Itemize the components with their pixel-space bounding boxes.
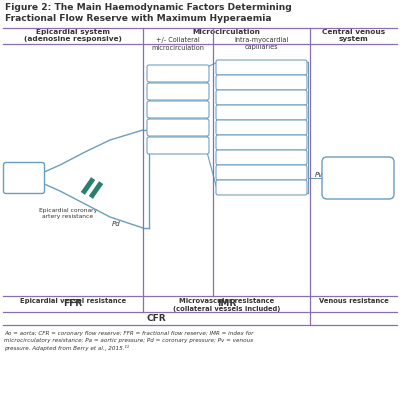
FancyBboxPatch shape [147,83,209,100]
Text: Intra-myocardial
capillaries: Intra-myocardial capillaries [234,37,289,50]
Text: Microcirculation: Microcirculation [192,29,260,35]
FancyBboxPatch shape [322,157,394,199]
Text: Microvascular resistance
(collateral vessels included): Microvascular resistance (collateral ves… [173,298,280,312]
Text: Epicardial system
(adenosine responsive): Epicardial system (adenosine responsive) [24,29,122,42]
FancyBboxPatch shape [147,119,209,136]
FancyBboxPatch shape [147,101,209,118]
Text: Right
Atrium: Right Atrium [343,168,373,188]
FancyBboxPatch shape [4,162,44,194]
FancyBboxPatch shape [216,150,307,165]
Text: Pv: Pv [315,172,323,178]
FancyBboxPatch shape [147,65,209,82]
Text: Figure 2: The Main Haemodynamic Factors Determining
Fractional Flow Reserve with: Figure 2: The Main Haemodynamic Factors … [5,3,292,24]
Text: Central venous
system: Central venous system [322,29,385,42]
Text: CFR: CFR [147,314,166,323]
FancyBboxPatch shape [216,120,307,135]
FancyBboxPatch shape [216,105,307,120]
Polygon shape [81,177,95,195]
Text: Pd: Pd [112,221,121,227]
Polygon shape [89,181,103,199]
FancyBboxPatch shape [216,135,307,150]
Text: Venous resistance: Venous resistance [319,298,388,304]
Text: IMR: IMR [217,300,236,308]
FancyBboxPatch shape [216,90,307,105]
Text: Epicardial vessel resistance: Epicardial vessel resistance [20,298,126,304]
Text: FFR: FFR [64,300,82,308]
FancyBboxPatch shape [216,75,307,90]
FancyBboxPatch shape [216,180,307,195]
Text: +/- Collateral
microcirculation: +/- Collateral microcirculation [152,37,204,50]
FancyBboxPatch shape [216,165,307,180]
FancyBboxPatch shape [216,60,307,75]
Text: Ao = aorta; CFR = coronary flow reserve; FFR = fractional flow reserve; IMR = in: Ao = aorta; CFR = coronary flow reserve;… [4,331,254,351]
Text: Epicardial coronary
artery resistance: Epicardial coronary artery resistance [39,208,97,219]
FancyBboxPatch shape [147,137,209,154]
Text: Pa
(Ao): Pa (Ao) [16,170,32,184]
